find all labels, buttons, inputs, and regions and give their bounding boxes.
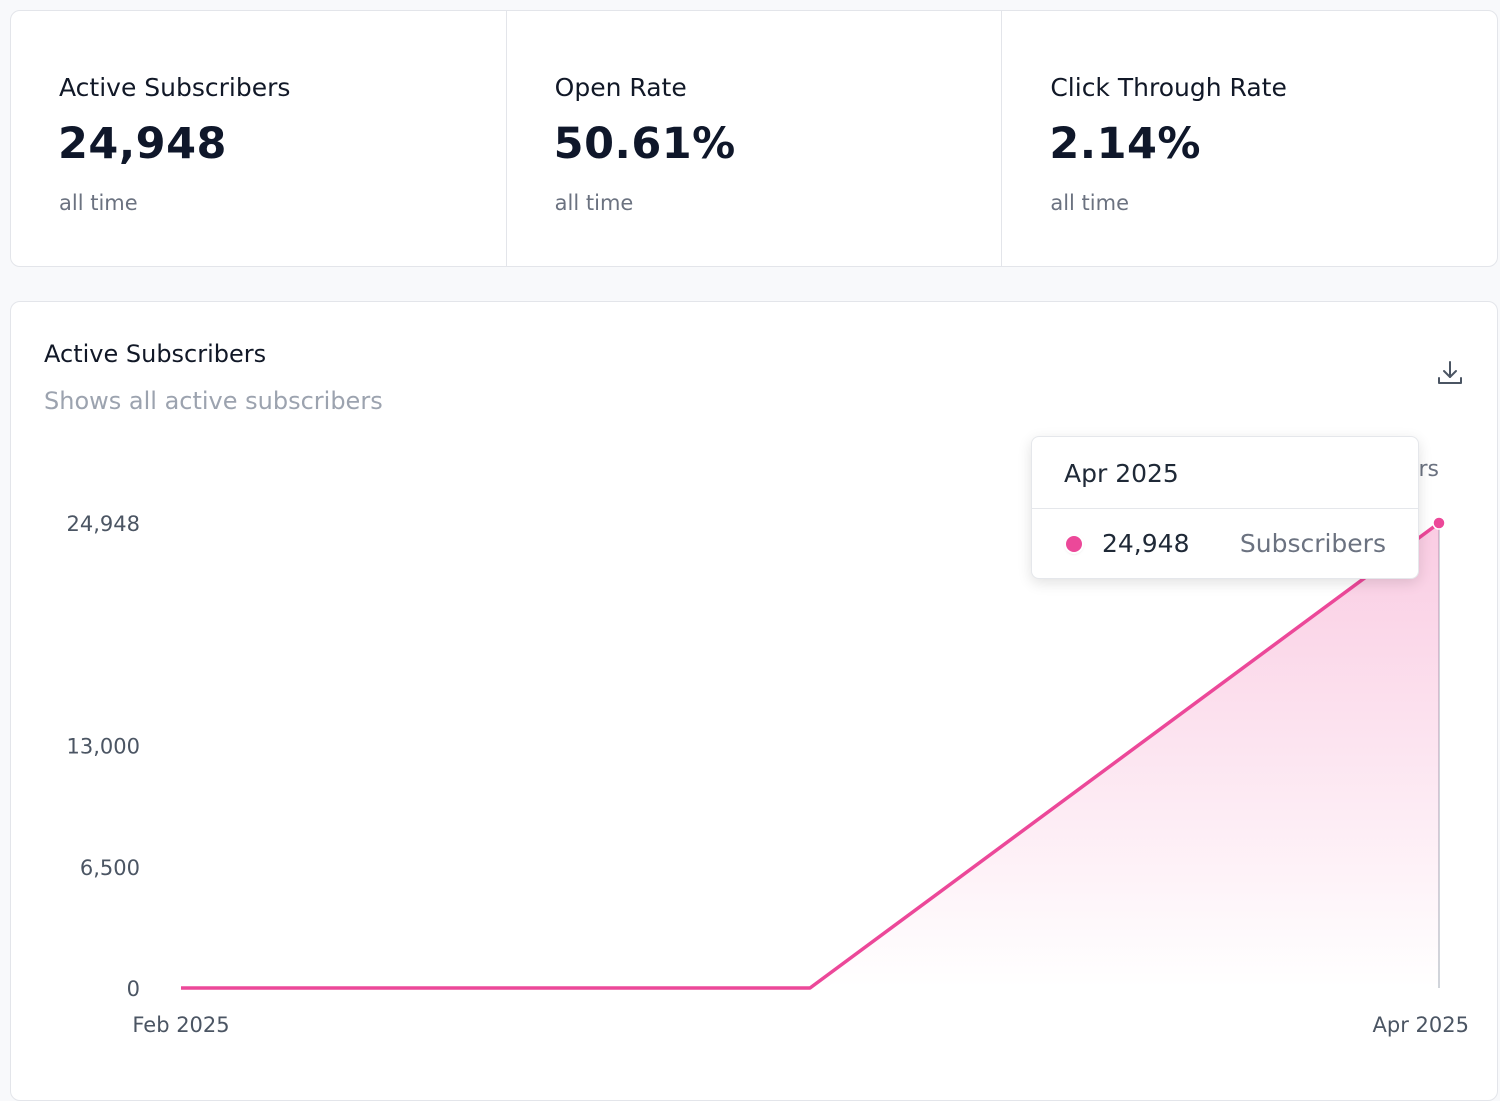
tooltip-header: Apr 2025 xyxy=(1032,437,1418,509)
tooltip-title: Apr 2025 xyxy=(1064,459,1179,488)
stat-card-open-rate: Open Rate 50.61% all time xyxy=(507,11,1003,266)
series-line-subscribers xyxy=(181,521,1441,990)
area-fill xyxy=(181,523,1439,988)
tooltip-series-name: Subscribers xyxy=(1239,529,1386,558)
stat-label: Active Subscribers xyxy=(59,73,291,102)
stat-label: Open Rate xyxy=(554,73,687,102)
series-color-dot xyxy=(1066,536,1082,552)
stats-row: Active Subscribers 24,948 all time Open … xyxy=(10,10,1498,267)
download-icon xyxy=(1438,361,1462,384)
stat-value: 2.14% xyxy=(1049,119,1202,169)
stat-label: Click Through Rate xyxy=(1050,73,1287,102)
stat-card-click-through-rate: Click Through Rate 2.14% all time xyxy=(1002,11,1497,266)
stat-value: 24,948 xyxy=(58,119,227,169)
tooltip-row: 24,948 Subscribers xyxy=(1032,509,1418,579)
chart-tooltip: Apr 2025 24,948 Subscribers xyxy=(1031,436,1419,579)
stat-period: all time xyxy=(554,191,634,215)
area-chart: Subscribers 0 6,500 13,000 24,948 Feb 2025 A… xyxy=(67,457,1469,1037)
chart-title: Active Subscribers xyxy=(44,340,267,368)
tooltip-value: 24,948 xyxy=(1102,529,1190,558)
y-tick-label: 13,000 xyxy=(67,735,140,759)
stat-period: all time xyxy=(1050,191,1130,215)
stat-card-active-subscribers: Active Subscribers 24,948 all time xyxy=(11,11,507,266)
stat-value: 50.61% xyxy=(553,119,736,169)
download-button[interactable] xyxy=(1435,358,1465,388)
y-tick-label: 6,500 xyxy=(80,856,140,880)
stat-period: all time xyxy=(59,191,138,215)
x-tick-label: Apr 2025 xyxy=(1373,1013,1469,1037)
data-point-active[interactable] xyxy=(1432,516,1446,530)
chart-subtitle: Shows all active subscribers xyxy=(44,387,383,415)
chart-card: Active Subscribers Shows all active subs… xyxy=(10,301,1498,1101)
y-tick-label: 0 xyxy=(127,977,140,1001)
y-tick-label: 24,948 xyxy=(67,512,140,536)
x-tick-label: Feb 2025 xyxy=(132,1013,229,1037)
